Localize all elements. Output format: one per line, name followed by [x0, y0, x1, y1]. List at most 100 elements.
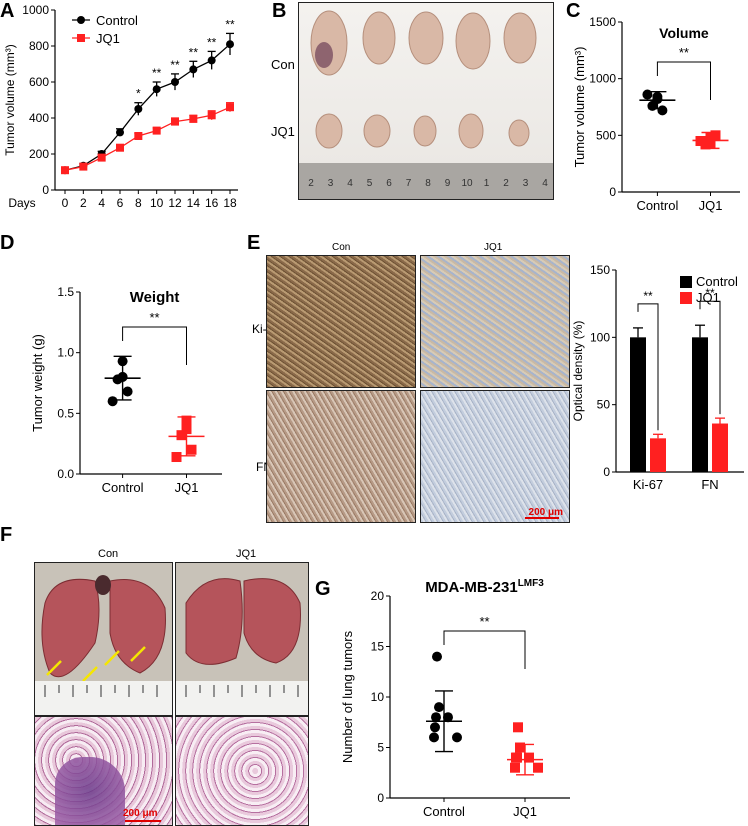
data-point	[186, 444, 197, 455]
y-tick-label: 0	[603, 465, 610, 479]
x-tick-label: 14	[187, 196, 201, 210]
y-tick-label: 0.0	[57, 467, 74, 481]
tumor-jq1-5	[508, 119, 530, 147]
f-col-label-con: Con	[98, 548, 119, 560]
bar	[692, 337, 708, 472]
row-label-jq1: JQ1	[271, 124, 295, 139]
data-point	[61, 166, 69, 175]
data-point	[515, 742, 525, 753]
ruler-digit: 5	[367, 178, 373, 189]
chart-title: Weight	[130, 289, 180, 306]
legend-label: Control	[96, 13, 138, 28]
significance-mark: **	[149, 310, 159, 325]
significance-mark: **	[189, 45, 199, 59]
data-point	[434, 702, 444, 713]
bar	[650, 438, 666, 472]
data-point	[510, 762, 520, 773]
y-tick-label: 0	[377, 791, 384, 805]
tumor-jq1-1	[315, 113, 343, 149]
y-tick-label: 1000	[589, 72, 616, 86]
tumor-con-3	[408, 11, 444, 65]
data-point	[226, 40, 234, 49]
data-point	[171, 78, 179, 86]
data-point	[207, 56, 216, 65]
significance-mark: **	[479, 614, 489, 629]
data-point	[226, 103, 234, 112]
series-line	[64, 43, 231, 171]
data-point	[79, 162, 88, 171]
chart-c-volume-scatter: 0 500 1000 1500 Control JQ1 Tumor volume (mm³)…	[572, 15, 740, 213]
y-tick-label: 0	[609, 185, 616, 199]
ruler-digits: 2 3 4 5 6 7 8 9 10 1 2 3 4	[308, 178, 548, 189]
legend-marker	[77, 34, 85, 42]
y-tick-label: 5	[377, 741, 384, 755]
y-tick-label: 1.5	[57, 285, 74, 299]
y-axis-title: Tumor volume (mm³)	[572, 47, 587, 168]
y-tick-label: 800	[29, 39, 49, 53]
significance-mark: **	[170, 58, 180, 72]
y-tick-label: 400	[29, 111, 49, 125]
legend-swatch	[680, 276, 692, 288]
data-point	[533, 762, 543, 773]
data-point	[112, 374, 123, 385]
ruler-digit: 6	[386, 178, 392, 189]
x-tick-label: Control	[423, 804, 465, 819]
ihc-fn-jq1: 200 μm	[420, 390, 570, 523]
ruler	[299, 163, 553, 199]
y-tick-label: 150	[590, 263, 610, 277]
lung-photo-con	[34, 562, 173, 716]
panel-label-d: D	[0, 232, 15, 254]
y-axis-title: Optical density (%)	[571, 321, 585, 422]
tumor-jq1-3	[413, 115, 437, 147]
f-scale-bar	[125, 820, 161, 822]
f-scale-bar-label: 200 μm	[123, 808, 158, 819]
data-point	[513, 722, 523, 733]
data-point	[122, 386, 133, 397]
significance-mark: **	[679, 45, 689, 60]
y-tick-label: 0.5	[57, 406, 74, 420]
ruler-digit: 4	[542, 178, 548, 189]
significance-bracket	[443, 630, 526, 669]
x-tick-label: 6	[117, 196, 124, 210]
x-tick-label: JQ1	[513, 804, 537, 819]
lung-photo-jq1	[175, 562, 309, 716]
x-tick-label: Control	[102, 480, 144, 495]
x-tick-label: 12	[168, 196, 182, 210]
series-line	[64, 106, 231, 171]
significance-bracket	[122, 326, 187, 365]
y-tick-label: 100	[590, 330, 610, 344]
data-point	[176, 430, 187, 441]
data-point	[524, 752, 534, 763]
f-col-label-jq1: JQ1	[236, 548, 257, 560]
y-tick-label: 10	[371, 690, 385, 704]
panel-label-g: G	[315, 578, 331, 600]
tumor-con-4	[455, 12, 491, 70]
significance-mark: *	[136, 87, 141, 101]
legend-marker	[77, 16, 85, 24]
y-tick-label: 1.0	[57, 346, 74, 360]
row-label-con: Con	[271, 57, 295, 72]
e-col-label-con: Con	[332, 242, 351, 253]
chart-d-weight-scatter: 0.0 0.5 1.0 1.5 Control JQ1 Tumor weight (g) We…	[30, 285, 222, 495]
data-point	[710, 130, 721, 141]
y-tick-label: 1000	[22, 3, 49, 17]
data-point	[171, 452, 182, 463]
ruler-digit: 9	[445, 178, 451, 189]
legend-label: Control	[696, 274, 738, 289]
y-axis-title: Tumor volume (mm³)	[3, 44, 17, 156]
data-point	[431, 712, 441, 723]
ruler-digit: 3	[523, 178, 529, 189]
y-tick-label: 200	[29, 147, 49, 161]
y-tick-label: 600	[29, 75, 49, 89]
chart-title: MDA-MB-231LMF3	[425, 578, 544, 596]
y-tick-label: 20	[371, 589, 385, 603]
x-tick-label: JQ1	[175, 480, 199, 495]
y-tick-label: 500	[596, 128, 616, 142]
significance-mark: **	[207, 35, 217, 49]
y-tick-label: 0	[42, 183, 49, 197]
data-point	[97, 153, 106, 162]
panel-label-e: E	[247, 232, 261, 254]
data-point	[189, 114, 198, 123]
tumor-arrow-icons	[46, 646, 146, 682]
x-tick-label: Ki-67	[633, 477, 663, 492]
